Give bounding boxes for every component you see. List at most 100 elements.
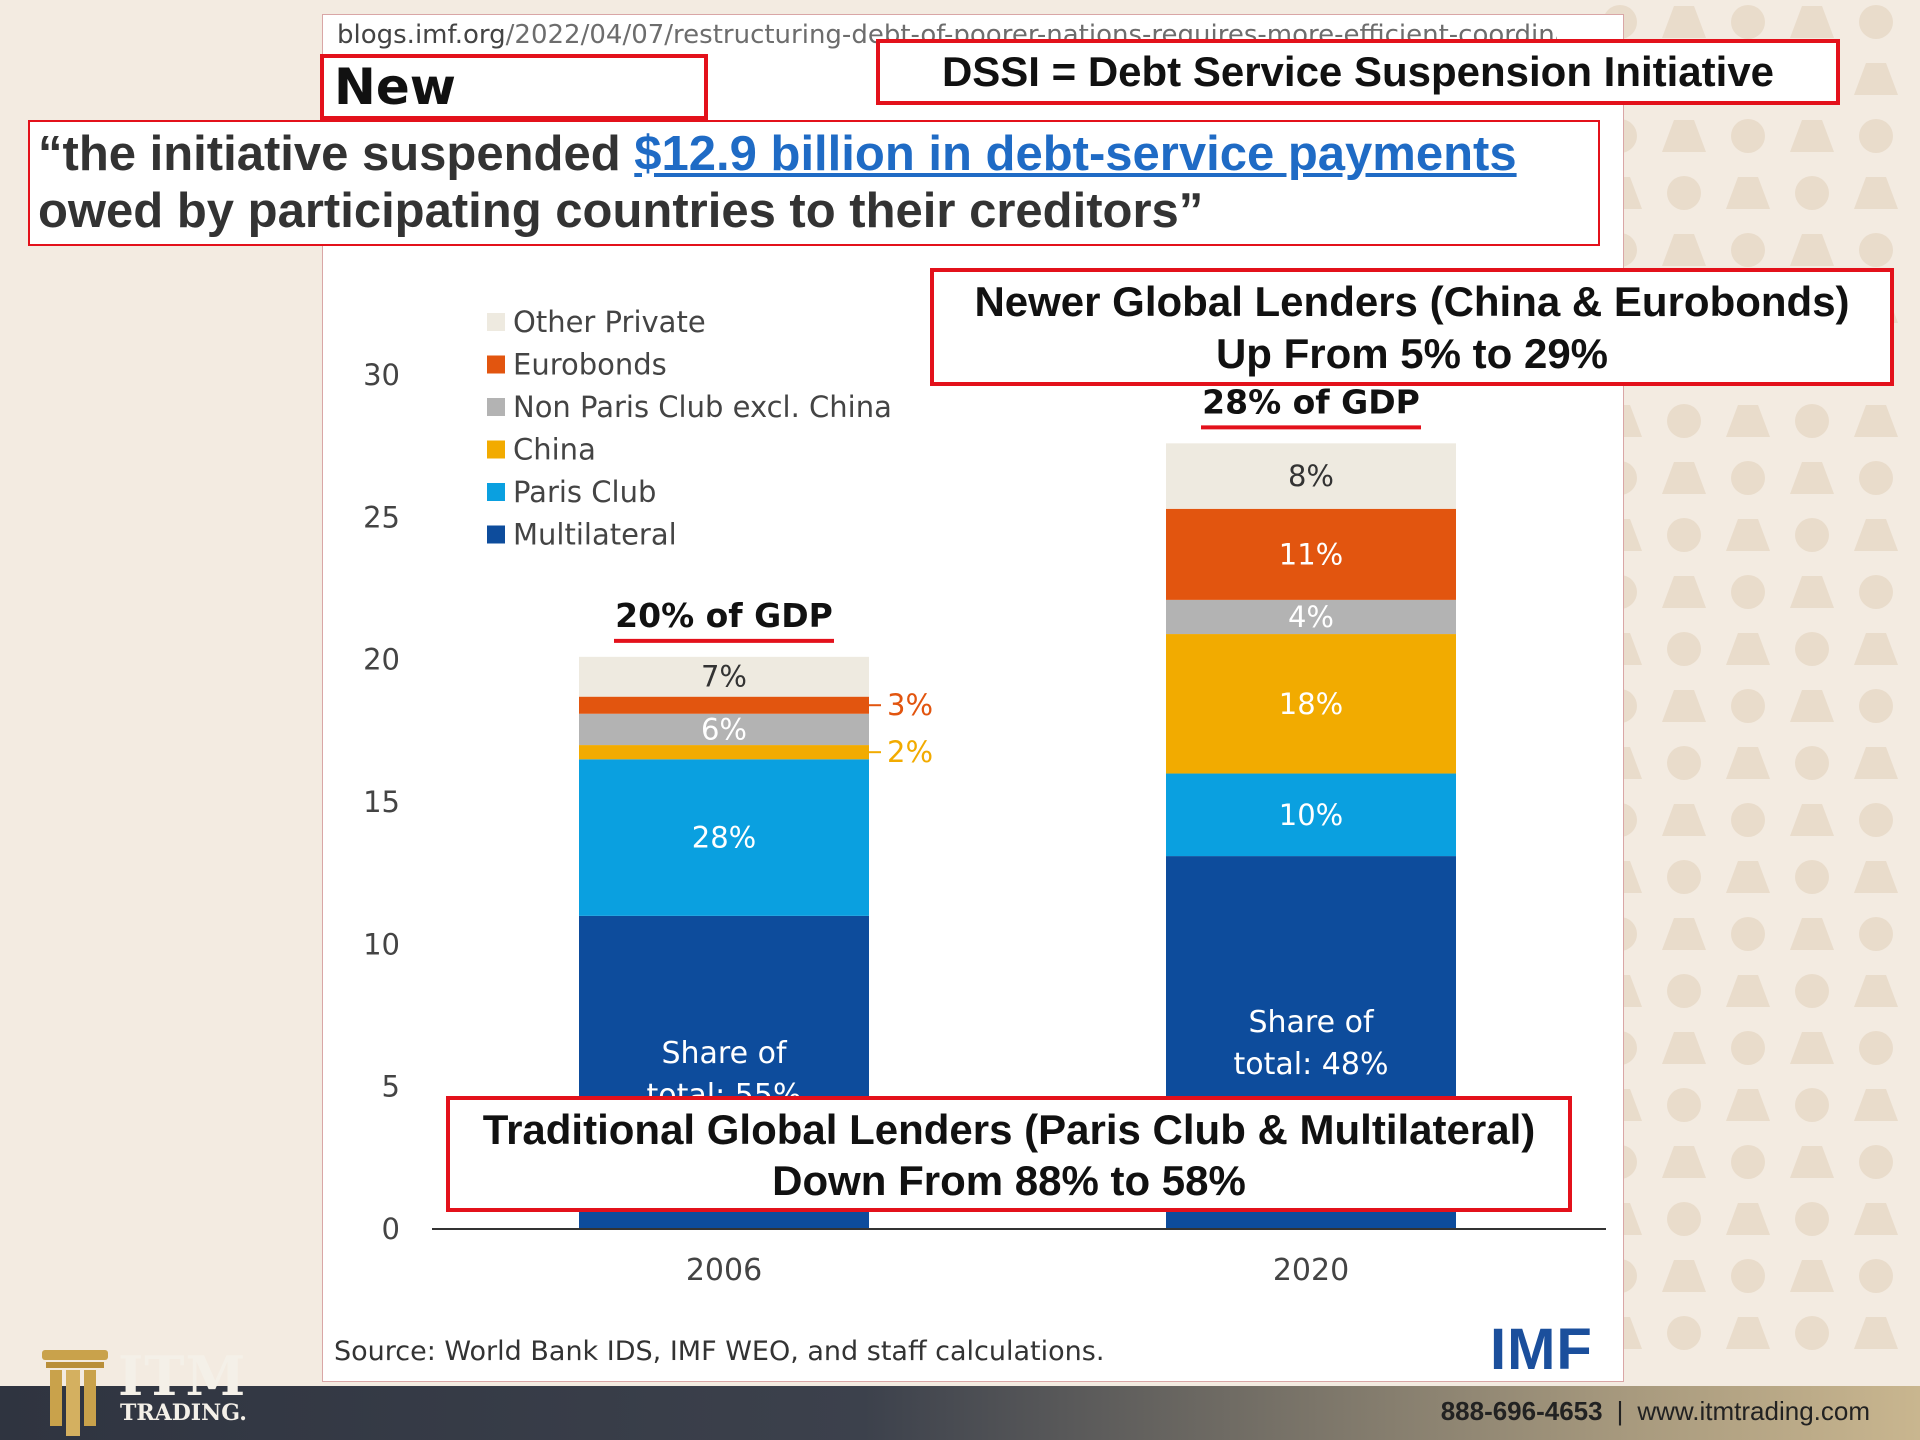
bar-segment-eurobonds — [1166, 508, 1456, 600]
pattern-shape — [1795, 746, 1829, 780]
quote-suffix: owed by participating countries to their… — [38, 184, 1204, 238]
pattern-shape — [1790, 690, 1834, 722]
pattern-shape — [1667, 404, 1701, 438]
y-tick-label: 15 — [363, 785, 400, 819]
y-tick-label: 20 — [363, 643, 400, 677]
pattern-shape — [1790, 1260, 1834, 1292]
imf-logo: IMF — [1490, 1317, 1593, 1382]
pattern-shape — [1667, 860, 1701, 894]
pattern-shape — [1854, 633, 1898, 665]
pattern-shape — [1795, 1316, 1829, 1350]
legend-swatch — [487, 440, 505, 459]
pattern-shape — [1854, 177, 1898, 209]
pattern-shape — [1854, 1203, 1898, 1235]
traditional-lenders-line2: Down From 88% to 58% — [772, 1157, 1246, 1204]
quote-box: “the initiative suspended $12.9 billion … — [28, 120, 1600, 246]
pattern-shape — [1667, 1202, 1701, 1236]
pattern-shape — [1859, 575, 1893, 609]
pattern-shape — [1726, 519, 1770, 551]
pattern-shape — [1795, 1202, 1829, 1236]
y-tick-label: 0 — [382, 1212, 400, 1246]
pattern-shape — [1726, 1203, 1770, 1235]
data-label-other-private: 7% — [701, 660, 747, 694]
pattern-shape — [1662, 234, 1706, 266]
newer-lenders-line2: Up From 5% to 29% — [1215, 330, 1609, 377]
pattern-shape — [1667, 518, 1701, 552]
pattern-shape — [1790, 234, 1834, 266]
pattern-shape — [1731, 461, 1765, 495]
y-tick-label: 30 — [363, 358, 400, 392]
itm-column-logo-icon[interactable] — [36, 1342, 266, 1440]
pattern-shape — [1854, 405, 1898, 437]
x-tick-label: 2006 — [686, 1253, 762, 1288]
pattern-shape — [1667, 974, 1701, 1008]
pattern-shape — [1731, 1259, 1765, 1293]
data-label-non-paris-club-excl-china: 4% — [1288, 600, 1334, 634]
quote-link[interactable]: $12.9 billion in debt-service payments — [634, 127, 1517, 181]
bar-segment-paris-club — [579, 759, 869, 916]
pattern-shape — [1854, 1089, 1898, 1121]
website-link[interactable]: www.itmtrading.com — [1637, 1396, 1870, 1426]
pattern-shape — [1859, 1259, 1893, 1293]
legend-label: Paris Club — [513, 475, 656, 509]
pattern-shape — [1726, 177, 1770, 209]
pattern-shape — [1726, 975, 1770, 1007]
pattern-shape — [1667, 1088, 1701, 1122]
pattern-shape — [1726, 747, 1770, 779]
legend-label: Other Private — [513, 305, 706, 339]
data-label-paris-club: 28% — [692, 821, 756, 855]
legend-swatch — [487, 398, 505, 416]
pattern-shape — [1667, 746, 1701, 780]
pattern-shape — [1662, 1146, 1706, 1178]
data-label-multilateral: total: 48% — [1234, 1047, 1389, 1082]
footer-contact: 888-696-4653 | www.itmtrading.com — [1441, 1396, 1870, 1427]
data-label-non-paris-club-excl-china: 6% — [701, 712, 747, 746]
pattern-shape — [1726, 405, 1770, 437]
pattern-shape — [1854, 975, 1898, 1007]
pattern-shape — [1854, 747, 1898, 779]
pattern-shape — [1795, 518, 1829, 552]
pattern-shape — [1731, 1031, 1765, 1065]
total-label: 20% of GDP — [615, 596, 833, 635]
data-label-china: 2% — [887, 735, 933, 769]
pattern-shape — [1859, 917, 1893, 951]
data-label-eurobonds: 11% — [1279, 537, 1343, 571]
pattern-shape — [1731, 5, 1765, 39]
bar-segment-eurobonds — [579, 696, 869, 714]
pattern-shape — [1731, 1145, 1765, 1179]
x-tick-label: 2020 — [1273, 1253, 1349, 1288]
legend-swatch — [487, 525, 505, 544]
data-label-eurobonds: 3% — [887, 688, 933, 722]
legend-swatch — [487, 483, 505, 501]
legend-swatch — [487, 313, 505, 331]
pattern-shape — [1662, 690, 1706, 722]
bar-segment-china — [579, 745, 869, 760]
quote-prefix: “the initiative suspended — [38, 127, 635, 181]
pattern-shape — [1731, 233, 1765, 267]
phone-number[interactable]: 888-696-4653 — [1440, 1396, 1603, 1426]
pattern-shape — [1731, 689, 1765, 723]
y-tick-label: 10 — [363, 927, 400, 961]
pattern-shape — [1667, 1316, 1701, 1350]
traditional-lenders-line1: Traditional Global Lenders (Paris Club &… — [482, 1106, 1536, 1153]
pattern-shape — [1731, 917, 1765, 951]
pattern-shape — [1726, 1317, 1770, 1349]
pattern-shape — [1726, 861, 1770, 893]
pattern-shape — [1859, 119, 1893, 153]
pattern-shape — [1726, 633, 1770, 665]
legend-label: Non Paris Club excl. China — [513, 390, 892, 424]
legend-label: Multilateral — [513, 518, 677, 552]
bar-segment-other-private — [579, 656, 869, 697]
pattern-shape — [1854, 1317, 1898, 1349]
bar-segment-other-private — [1166, 443, 1456, 509]
pattern-shape — [1790, 6, 1834, 38]
pattern-shape — [1662, 462, 1706, 494]
logo-wordmark: ITM — [118, 1344, 247, 1408]
pattern-shape — [1790, 918, 1834, 950]
pattern-shape — [1790, 1146, 1834, 1178]
pattern-shape — [1662, 120, 1706, 152]
pattern-shape — [1854, 519, 1898, 551]
pattern-shape — [1859, 803, 1893, 837]
pattern-shape — [1859, 461, 1893, 495]
legend-swatch — [487, 355, 505, 374]
